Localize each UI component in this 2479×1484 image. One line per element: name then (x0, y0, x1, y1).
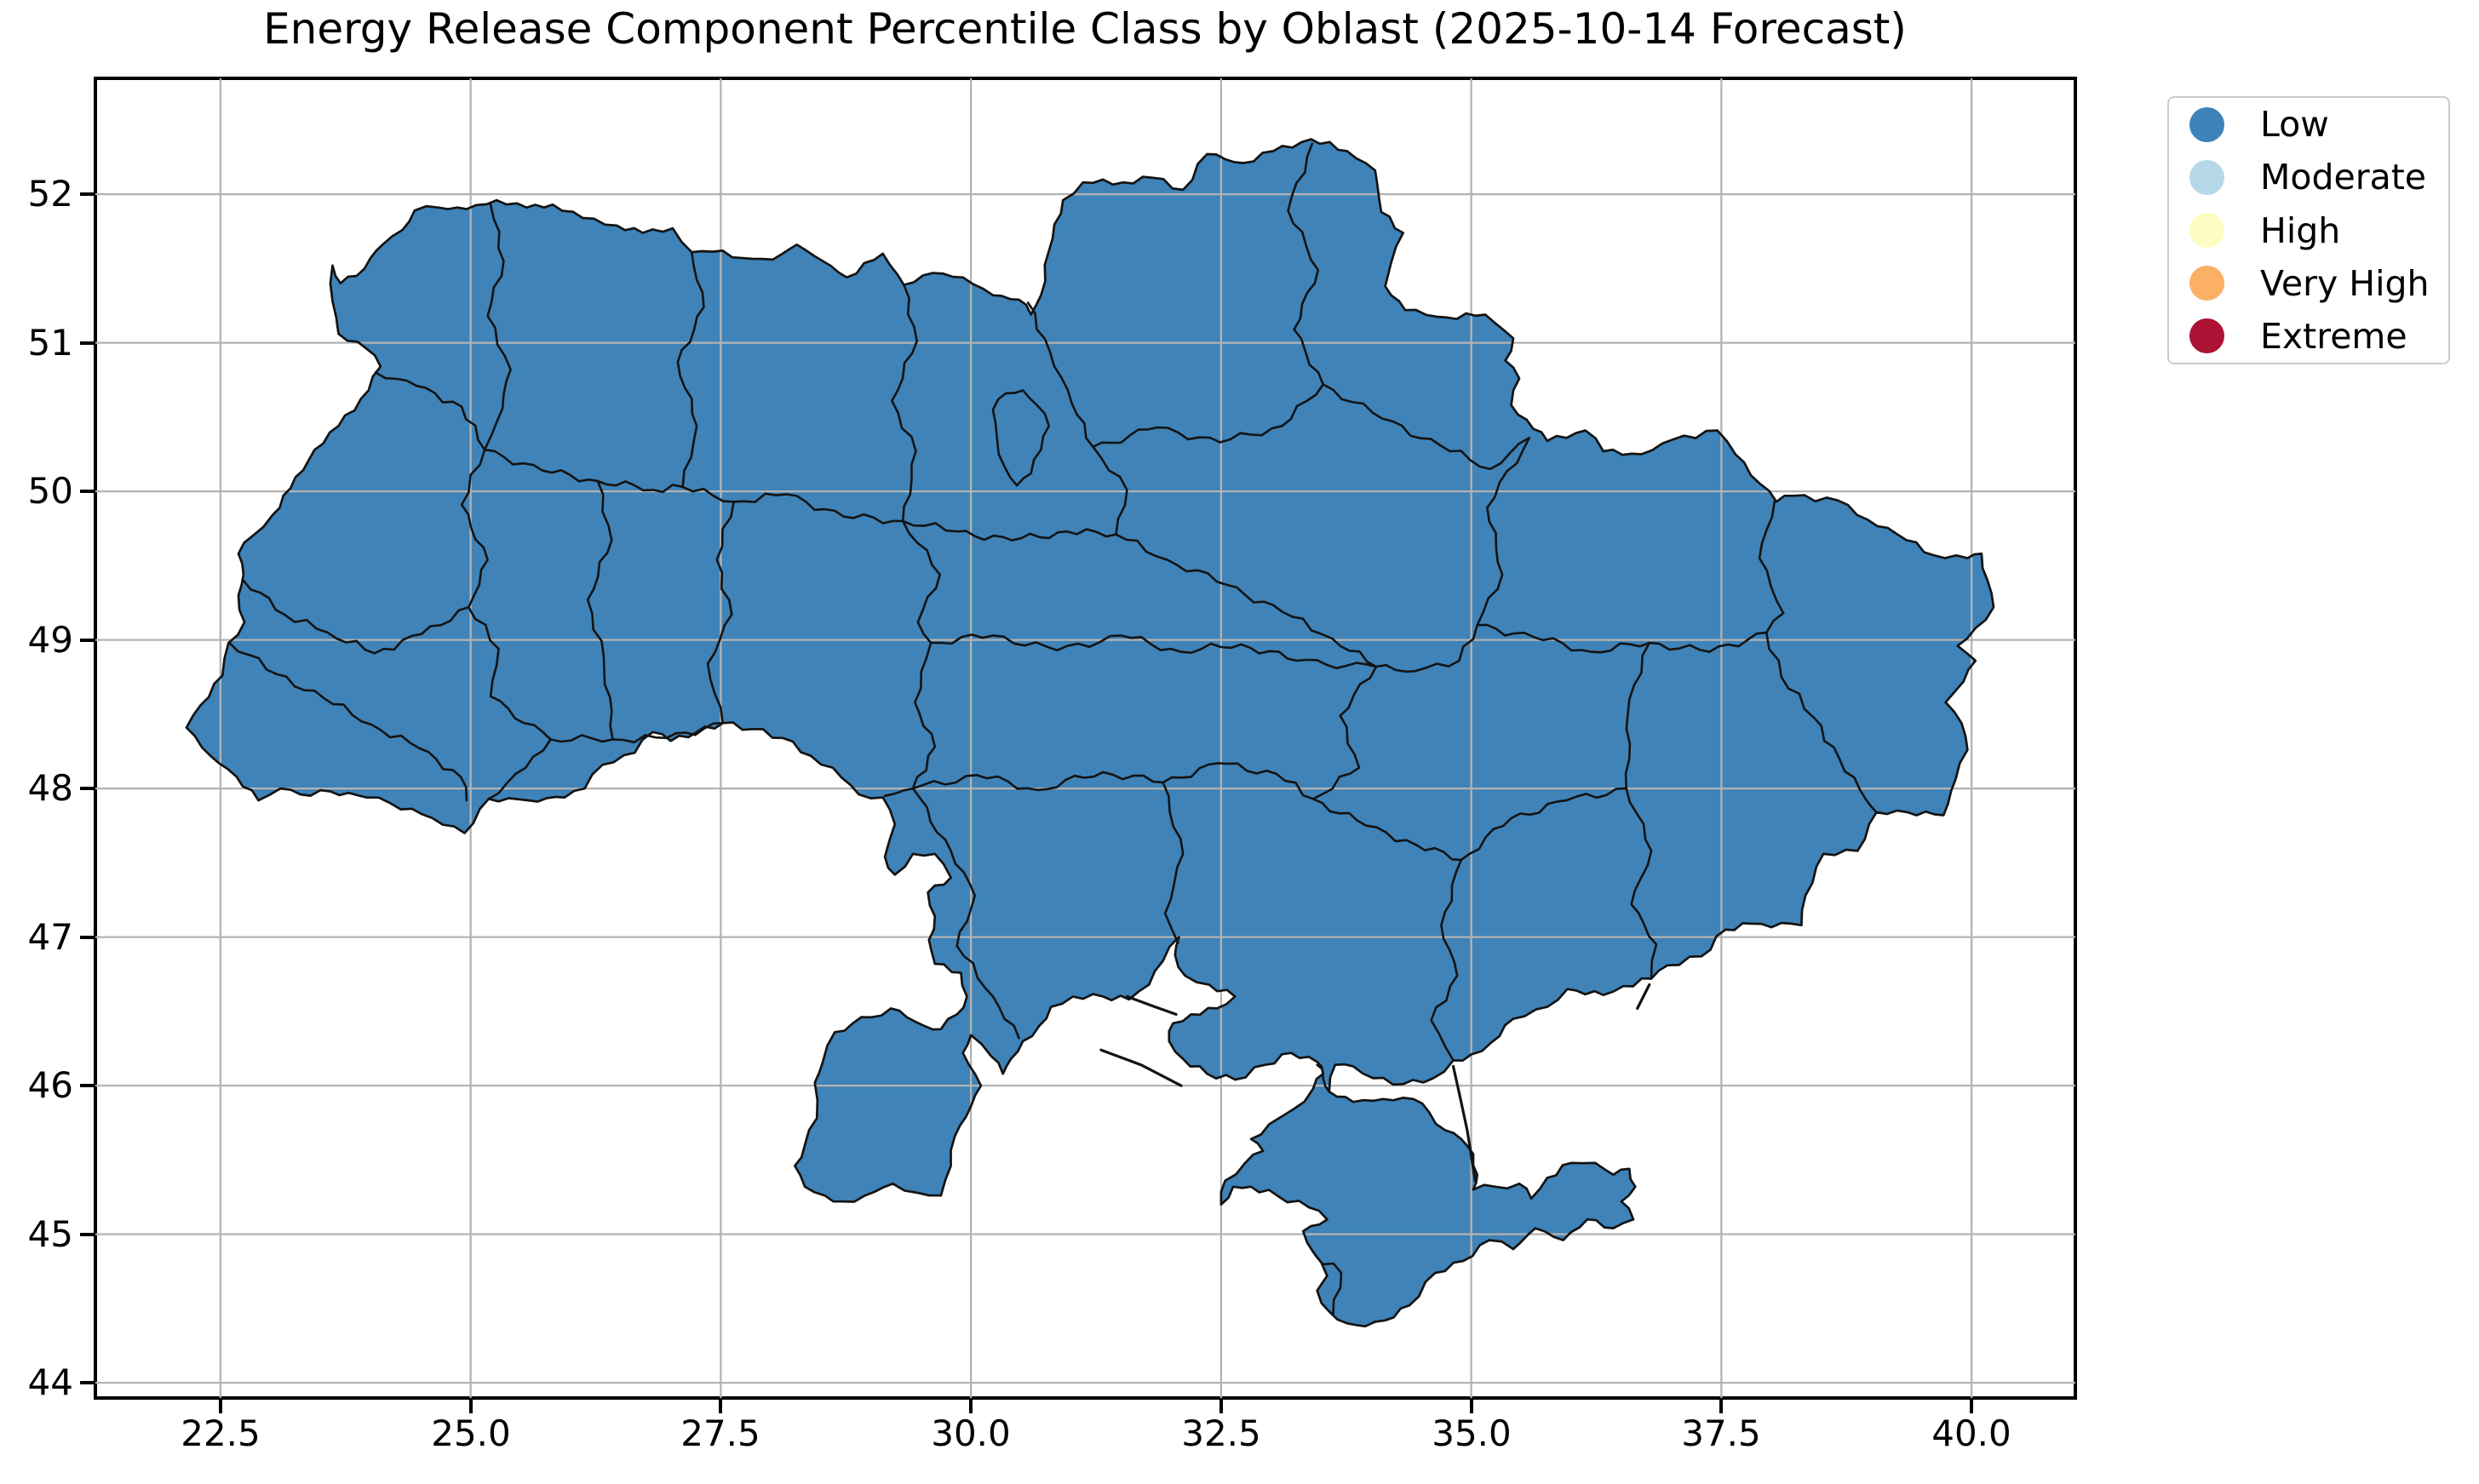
oblast-border (1162, 781, 1185, 944)
oblast-border (586, 479, 614, 741)
oblast-border (706, 500, 735, 725)
x-tick-label: 30.0 (931, 1412, 1011, 1454)
x-tick-label: 32.5 (1181, 1412, 1261, 1454)
coastal-spit (1099, 1048, 1183, 1087)
y-tick-mark (80, 936, 94, 939)
y-tick-mark (80, 787, 94, 790)
y-tick-label: 44 (27, 1361, 73, 1403)
oblast-border (1311, 797, 1463, 862)
ukraine-map (95, 78, 2075, 1398)
y-tick-label: 49 (27, 619, 73, 661)
y-tick-label: 48 (27, 767, 73, 809)
high-class-swatch-icon (2189, 213, 2224, 248)
oblast-border (1311, 665, 1378, 800)
oblast-border (1624, 641, 1658, 980)
country-outline (185, 138, 1995, 1328)
y-tick-label: 52 (27, 173, 73, 215)
legend-label: Very High (2260, 262, 2430, 304)
low-class-swatch-icon (2189, 106, 2224, 142)
legend-label: Extreme (2260, 315, 2407, 357)
oblast-border (1316, 1063, 1331, 1093)
extreme-class-swatch-icon (2189, 318, 2224, 354)
x-tick-mark (719, 1400, 722, 1413)
legend-label: Low (2260, 104, 2329, 146)
oblast-border (460, 448, 489, 609)
oblast-border (483, 203, 512, 451)
legend-item-extreme: Extreme (2169, 310, 2448, 363)
oblast-border (901, 519, 1117, 542)
chart-title: Energy Release Component Percentile Clas… (263, 4, 1907, 54)
legend-label: High (2260, 209, 2341, 251)
x-tick-label: 25.0 (431, 1412, 511, 1454)
y-tick-mark (80, 341, 94, 345)
oblast-border (1460, 787, 1627, 862)
x-tick-mark (1970, 1400, 1973, 1413)
city-enclave-border (991, 389, 1051, 487)
oblast-border (890, 284, 919, 523)
y-tick-label: 47 (27, 916, 73, 958)
y-tick-label: 45 (27, 1213, 73, 1255)
oblast-border (911, 762, 1315, 800)
legend-label: Moderate (2260, 157, 2426, 198)
oblast-border (911, 787, 1020, 1040)
oblast-border (228, 641, 468, 802)
country-fill (186, 139, 1994, 1326)
y-tick-mark (80, 1381, 94, 1384)
y-tick-label: 50 (27, 470, 73, 512)
oblast-border (1374, 436, 1531, 673)
oblast-border (483, 448, 685, 494)
legend-item-high: High (2169, 203, 2448, 256)
oblast-border (1476, 623, 1768, 654)
y-tick-label: 46 (27, 1064, 73, 1106)
x-tick-mark (219, 1400, 222, 1413)
x-tick-mark (1719, 1400, 1723, 1413)
y-tick-mark (80, 192, 94, 196)
y-tick-mark (80, 639, 94, 642)
moderate-class-swatch-icon (2189, 159, 2224, 195)
coastal-spit (1125, 994, 1178, 1017)
oblast-border (929, 633, 1378, 670)
oblast-border (1758, 500, 1878, 814)
oblast-border (467, 605, 552, 741)
coastal-spit (1451, 1064, 1477, 1183)
plot-frame (94, 77, 2077, 1400)
oblast-border (1092, 445, 1378, 668)
oblast-border (242, 579, 470, 655)
legend-item-moderate: Moderate (2169, 151, 2448, 203)
y-tick-mark (80, 1233, 94, 1236)
legend: Low Moderate High Very High Extreme (2167, 96, 2450, 364)
legend-item-very-high: Very High (2169, 257, 2448, 310)
oblast-border (374, 371, 486, 451)
y-tick-mark (80, 1084, 94, 1087)
oblast-border (1026, 301, 1094, 449)
oblast-border (1287, 142, 1324, 386)
x-tick-mark (969, 1400, 973, 1413)
y-tick-mark (80, 490, 94, 493)
oblast-border (883, 519, 942, 798)
oblast-border (1430, 858, 1463, 1062)
very-high-class-swatch-icon (2189, 266, 2224, 301)
x-tick-label: 22.5 (181, 1412, 261, 1454)
x-tick-label: 35.0 (1432, 1412, 1512, 1454)
y-tick-label: 51 (27, 322, 73, 364)
x-tick-mark (1470, 1400, 1473, 1413)
x-tick-label: 37.5 (1681, 1412, 1761, 1454)
oblast-border (1322, 383, 1531, 471)
x-tick-mark (469, 1400, 473, 1413)
oblast-border (487, 721, 725, 800)
oblast-border (1314, 1253, 1343, 1316)
legend-item-low: Low (2169, 98, 2448, 151)
x-tick-label: 27.5 (680, 1412, 760, 1454)
oblast-border (681, 485, 904, 524)
oblast-border (676, 250, 705, 489)
oblast-border (1092, 383, 1324, 449)
x-tick-mark (1219, 1400, 1223, 1413)
coastal-spit (1636, 983, 1651, 1011)
x-tick-label: 40.0 (1931, 1412, 2011, 1454)
